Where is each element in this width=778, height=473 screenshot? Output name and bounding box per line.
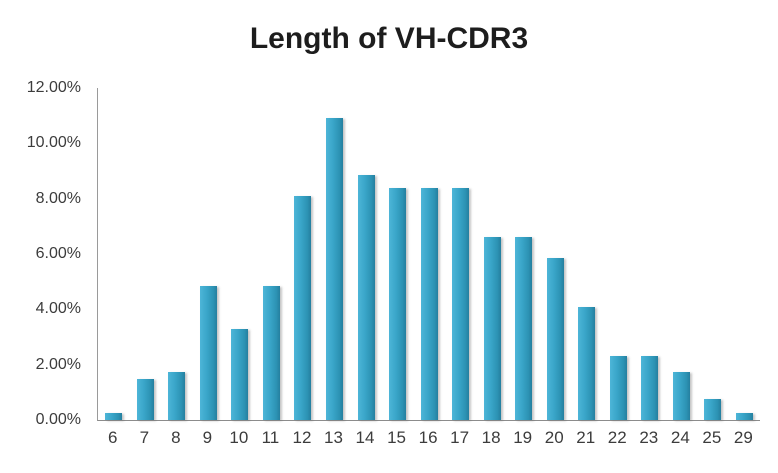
chart-title: Length of VH-CDR3 (249, 22, 529, 55)
bar-25 (704, 399, 722, 420)
bar-cell (571, 88, 603, 420)
bar-cell (256, 88, 288, 420)
x-tick-label: 18 (481, 428, 501, 447)
bar-10 (231, 328, 249, 420)
bar-23 (641, 356, 659, 420)
x-tick-label: 6 (108, 428, 118, 447)
bar-24 (672, 371, 690, 420)
bar-cell (539, 88, 571, 420)
bar-cell (729, 88, 761, 420)
bar-8 (168, 371, 186, 420)
bar-11 (262, 285, 280, 420)
bar-cell (98, 88, 130, 420)
bar-19 (515, 237, 533, 420)
bar-6 (105, 413, 123, 420)
y-tick-label: 6.00% (35, 245, 81, 262)
x-tick-label: 25 (702, 428, 722, 447)
bar-cell (634, 88, 666, 420)
x-tick-label: 9 (202, 428, 213, 447)
y-tick-label: 4.00% (35, 300, 81, 318)
bar-cell (508, 88, 540, 420)
bar-29 (735, 413, 753, 420)
bar-17 (452, 187, 470, 420)
y-tick-label: 10.00% (26, 134, 81, 152)
x-tick-label: 21 (576, 428, 596, 447)
y-tick-label: 8.00% (35, 189, 81, 207)
x-tick-label: 11 (261, 428, 280, 447)
x-tick-label: 20 (544, 428, 564, 447)
x-tick-label: 7 (139, 428, 150, 447)
bar-cell (697, 88, 729, 420)
bar-cell (476, 88, 508, 420)
bars-container (98, 88, 760, 420)
bar-15 (389, 187, 407, 420)
bar-18 (483, 237, 501, 420)
x-tick-label: 8 (171, 428, 181, 447)
bar-7 (136, 378, 154, 420)
bar-cell (382, 88, 414, 420)
x-tick-label: 12 (292, 428, 312, 447)
x-tick-label: 16 (418, 428, 438, 447)
y-tick-label: 0.00% (35, 411, 81, 428)
bar-cell (666, 88, 698, 420)
bar-14 (357, 175, 375, 420)
bar-13 (325, 118, 343, 420)
bar-cell (224, 88, 256, 420)
y-axis-labels: 12.00% 10.00% 8.00% 6.00% 4.00% 2.00% 0.00% (0, 79, 88, 428)
bar-cell (603, 88, 635, 420)
bar-cell (193, 88, 225, 420)
y-tick-label: 2.00% (35, 355, 81, 373)
y-tick-label: 12.00% (26, 79, 81, 96)
bar-cell (161, 88, 193, 420)
bar-cell (445, 88, 477, 420)
bar-cell (130, 88, 162, 420)
bar-cell (350, 88, 382, 420)
x-tick-label: 24 (670, 428, 690, 447)
x-tick-label: 17 (450, 428, 470, 447)
x-tick-label: 23 (639, 428, 659, 447)
bar-cell (287, 88, 319, 420)
x-tick-label: 19 (513, 428, 533, 447)
bar-21 (578, 306, 596, 420)
x-tick-label: 15 (387, 428, 406, 447)
bar-cell (413, 88, 445, 420)
x-tick-label: 10 (229, 428, 249, 447)
x-tick-label: 13 (324, 428, 343, 447)
bar-9 (199, 285, 217, 420)
bar-cell (319, 88, 351, 420)
bar-20 (546, 258, 564, 420)
bar-16 (420, 187, 438, 420)
bar-22 (609, 356, 627, 420)
x-axis-labels: 6 7 8 9 10 11 12 13 14 15 16 17 18 19 20 21 22 23 24 25 29 (97, 428, 759, 448)
x-tick-label: 22 (607, 428, 627, 447)
bar-12 (294, 195, 312, 420)
x-tick-label: 29 (733, 428, 753, 447)
plot-area (97, 88, 760, 421)
x-tick-label: 14 (355, 428, 375, 447)
